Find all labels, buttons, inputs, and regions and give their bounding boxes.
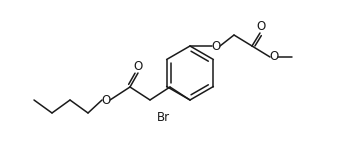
Text: O: O	[256, 19, 265, 32]
Text: O: O	[269, 50, 279, 64]
Text: O: O	[101, 94, 111, 106]
Text: O: O	[211, 39, 221, 52]
Text: Br: Br	[157, 111, 170, 124]
Text: O: O	[133, 59, 143, 72]
